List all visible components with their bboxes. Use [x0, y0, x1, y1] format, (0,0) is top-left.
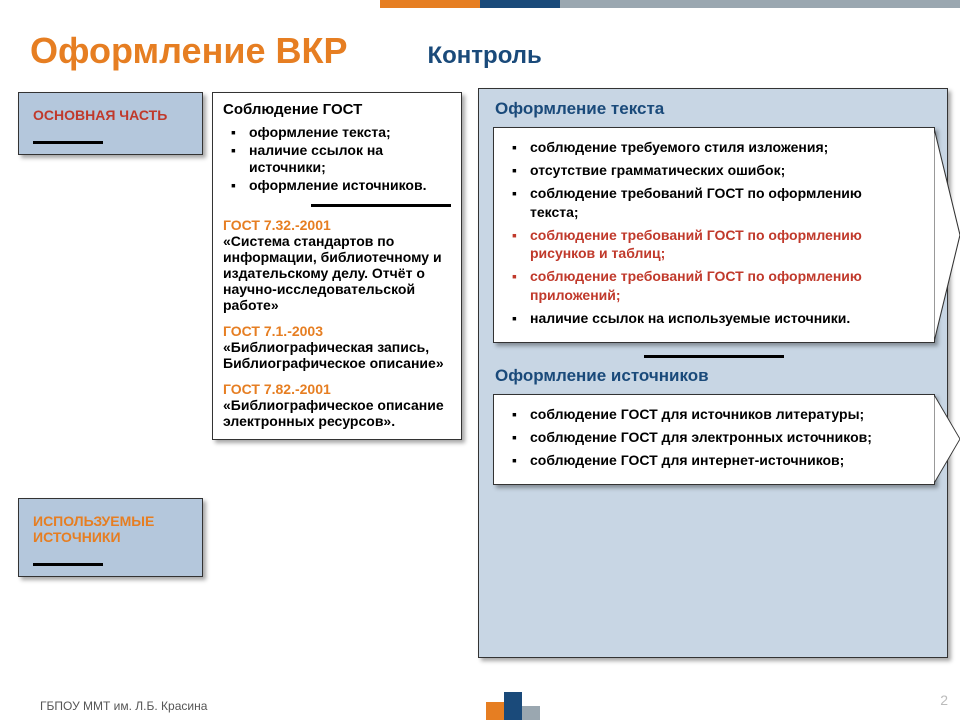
page-number: 2 — [940, 692, 948, 708]
gost-bullets: оформление текста;наличие ссылок на исто… — [223, 124, 451, 194]
gost-code: ГОСТ 7.32.-2001 — [223, 217, 451, 233]
page-title: Оформление ВКР — [30, 30, 347, 72]
footer-bars — [486, 692, 540, 720]
control-section-title: Оформление источников — [495, 366, 935, 386]
gost-title: Соблюдение ГОСТ — [223, 101, 451, 118]
section-box-label: ОСНОВНАЯ ЧАСТЬ — [33, 107, 188, 123]
gost-panel: Соблюдение ГОСТ оформление текста;наличие… — [212, 92, 462, 440]
gost-code: ГОСТ 7.82.-2001 — [223, 381, 451, 397]
gost-bullet: наличие ссылок на источники; — [223, 142, 451, 177]
underline — [33, 563, 103, 566]
control-item: соблюдение ГОСТ для электронных источник… — [504, 428, 904, 447]
control-item: соблюдение требуемого стиля изложения; — [504, 138, 904, 157]
gost-bullet: оформление текста; — [223, 124, 451, 142]
control-section-body: соблюдение ГОСТ для источников литератур… — [493, 394, 935, 485]
page-subtitle: Контроль — [427, 42, 541, 70]
gost-desc: «Библиографическое описание электронных … — [223, 397, 451, 429]
arrow-icon — [934, 395, 960, 484]
footer: ГБПОУ ММТ им. Л.Б. Красина — [0, 692, 960, 720]
gost-bullet: оформление источников. — [223, 177, 451, 195]
control-item: отсутствие грамматических ошибок; — [504, 161, 904, 180]
control-item: соблюдение ГОСТ для источников литератур… — [504, 405, 904, 424]
gost-entry: ГОСТ 7.1.-2003 «Библиографическая запись… — [223, 323, 451, 371]
footer-text: ГБПОУ ММТ им. Л.Б. Красина — [40, 699, 486, 713]
gost-entry: ГОСТ 7.32.-2001 «Система стандартов по и… — [223, 217, 451, 313]
control-section-body: соблюдение требуемого стиля изложения; от… — [493, 127, 935, 343]
top-accent-bar — [0, 0, 960, 8]
control-item: наличие ссылок на используемые источники… — [504, 309, 904, 328]
title-row: Оформление ВКР Контроль — [30, 30, 930, 72]
section-box-label: ИСПОЛЬЗУЕМЫЕ ИСТОЧНИКИ — [33, 513, 188, 545]
divider — [311, 204, 451, 207]
control-item: соблюдение требований ГОСТ по оформлению… — [504, 184, 904, 222]
gost-desc: «Библиографическая запись, Библиографиче… — [223, 339, 451, 371]
section-box-sources: ИСПОЛЬЗУЕМЫЕ ИСТОЧНИКИ — [18, 498, 203, 577]
control-panel: Оформление текста соблюдение требуемого с… — [478, 88, 948, 658]
control-item: соблюдение ГОСТ для интернет-источников; — [504, 451, 904, 470]
control-item: соблюдение требований ГОСТ по оформлению… — [504, 226, 904, 264]
gost-code: ГОСТ 7.1.-2003 — [223, 323, 451, 339]
arrow-icon — [934, 128, 960, 342]
gost-entry: ГОСТ 7.82.-2001 «Библиографическое описа… — [223, 381, 451, 429]
underline — [33, 141, 103, 144]
gost-desc: «Система стандартов по информации, библи… — [223, 233, 451, 313]
control-item: соблюдение требований ГОСТ по оформлению… — [504, 267, 904, 305]
control-section-title: Оформление текста — [495, 99, 935, 119]
section-box-main-part: ОСНОВНАЯ ЧАСТЬ — [18, 92, 203, 155]
divider — [644, 355, 784, 358]
